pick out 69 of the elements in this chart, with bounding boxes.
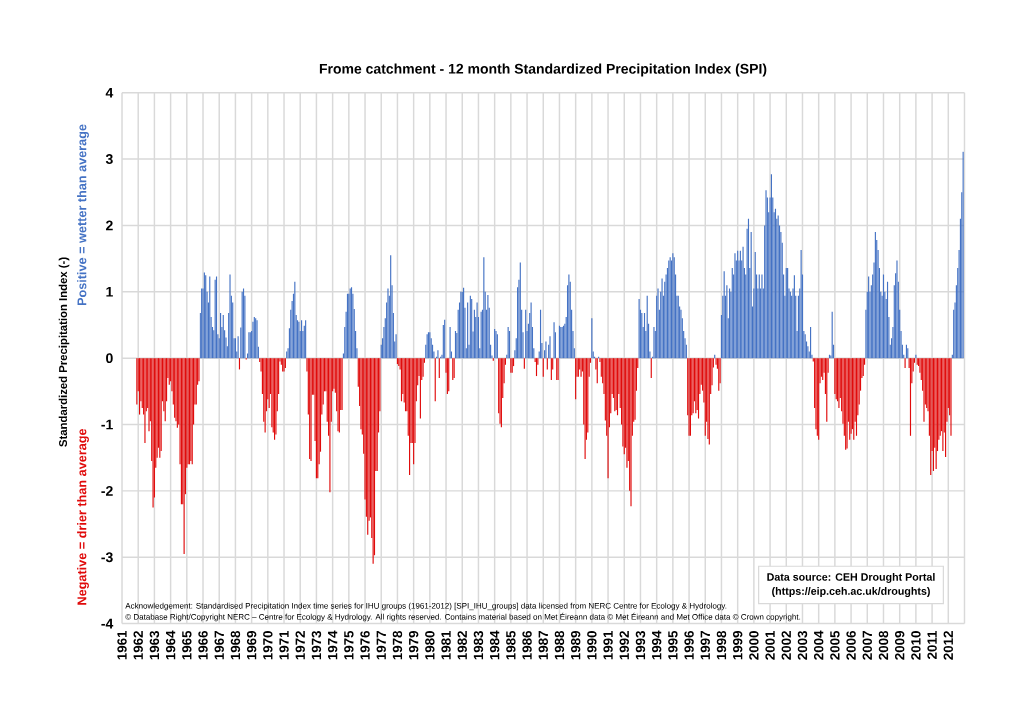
x-tick-label: 2001 [765,630,775,660]
y-tick-label: -4 [101,618,114,629]
x-tick-label: 2002 [781,631,791,660]
x-tick-label: 1962 [133,631,143,660]
x-tick-label: 2006 [846,631,856,660]
x-tick-label: 1982 [457,631,467,660]
x-tick-label: 1966 [198,631,208,660]
x-tick-label: 1992 [619,631,629,660]
x-tick-label: 1971 [279,630,289,660]
x-tick-label: 1987 [538,631,548,660]
x-tick-label: 1997 [700,631,710,660]
x-tick-label: 1973 [311,631,322,660]
x-tick-label: 1989 [570,631,581,660]
x-tick-label: 1991 [603,630,613,660]
x-tick-label: 1985 [506,630,516,660]
x-tick-label: 1996 [684,631,694,660]
x-tick-label: 1963 [149,631,160,660]
annotation: Acknowledgement: Standardised Precipitation Index time series for IHU groups (1961-2012) [SPI_IHU_groups] data licensed from NERC Centre for Ecology & Hydrology. [125,602,727,611]
x-tick-label: 2005 [830,630,840,660]
x-tick-label: 1998 [716,630,727,660]
x-tick-label: 1965 [182,630,192,660]
y-tick-label: 2 [105,220,113,231]
y-tick-label: 3 [105,154,113,165]
x-tick-label: 1980 [425,631,435,660]
x-tick-label: 2008 [878,630,889,660]
x-tick-label: 2010 [911,631,921,660]
x-tick-label: 1999 [732,631,743,660]
x-tick-label: 1993 [635,631,646,660]
x-tick-label: 2012 [943,631,954,660]
x-tick-label: 1961 [117,630,127,660]
x-tick-label: 1990 [587,631,597,660]
x-tick-label: 1968 [230,630,241,660]
x-tick-label: 1986 [522,631,532,660]
x-tick-label: 1983 [473,631,484,660]
x-tick-label: 1978 [392,630,403,660]
y-tick-label: -2 [101,485,113,496]
x-tick-label: 1994 [651,630,662,660]
annotation: Data source: CEH Drought Portal [767,572,935,583]
x-tick-label: 1981 [441,630,451,660]
x-tick-label: 1976 [360,631,370,660]
x-tick-label: 1988 [554,630,565,660]
x-tick-label: 1995 [668,630,678,660]
x-tick-label: 1974 [327,630,338,660]
y-tick-label: 4 [105,87,114,98]
y-tick-label: -3 [101,552,113,563]
chart-title: Frome catchment - 12 month Standardized Precipitation Index (SPI) [319,63,767,77]
x-tick-label: 1984 [489,630,500,660]
y-axis-title: Standardized Precipitation Index (-) [58,257,70,447]
x-tick-label: 1979 [408,631,419,660]
y-tick-label: 0 [106,353,113,364]
x-tick-label: 1969 [246,631,257,660]
y-tick-label: -1 [101,419,113,430]
x-tick-label: 2003 [797,631,808,660]
text: Positive = wetter than average [77,124,89,306]
x-tick-label: 2011 [927,630,937,659]
x-tick-label: 1972 [295,631,305,660]
annotation: (https://eip.ceh.ac.uk/droughts) [772,587,930,598]
x-tick-label: 1970 [263,631,273,660]
x-tick-label: 2007 [862,631,872,660]
x-tick-label: 1964 [165,630,176,660]
x-tick-label: 2009 [894,631,905,660]
annotation: © Database Right/Copyright NERC – Centre for Ecology & Hydrology. All rights reserved. Contains material based on Met Éireann data © Met Éireann and Met Office data © Crown copyright. [125,612,801,622]
x-tick-label: 1975 [344,630,354,660]
x-tick-label: 1977 [376,631,386,660]
text: Negative = drier than average [77,428,89,605]
y-tick-label: 1 [106,286,113,297]
x-tick-label: 1967 [214,631,224,660]
x-tick-label: 2000 [749,631,759,660]
x-tick-label: 2004 [813,630,824,660]
